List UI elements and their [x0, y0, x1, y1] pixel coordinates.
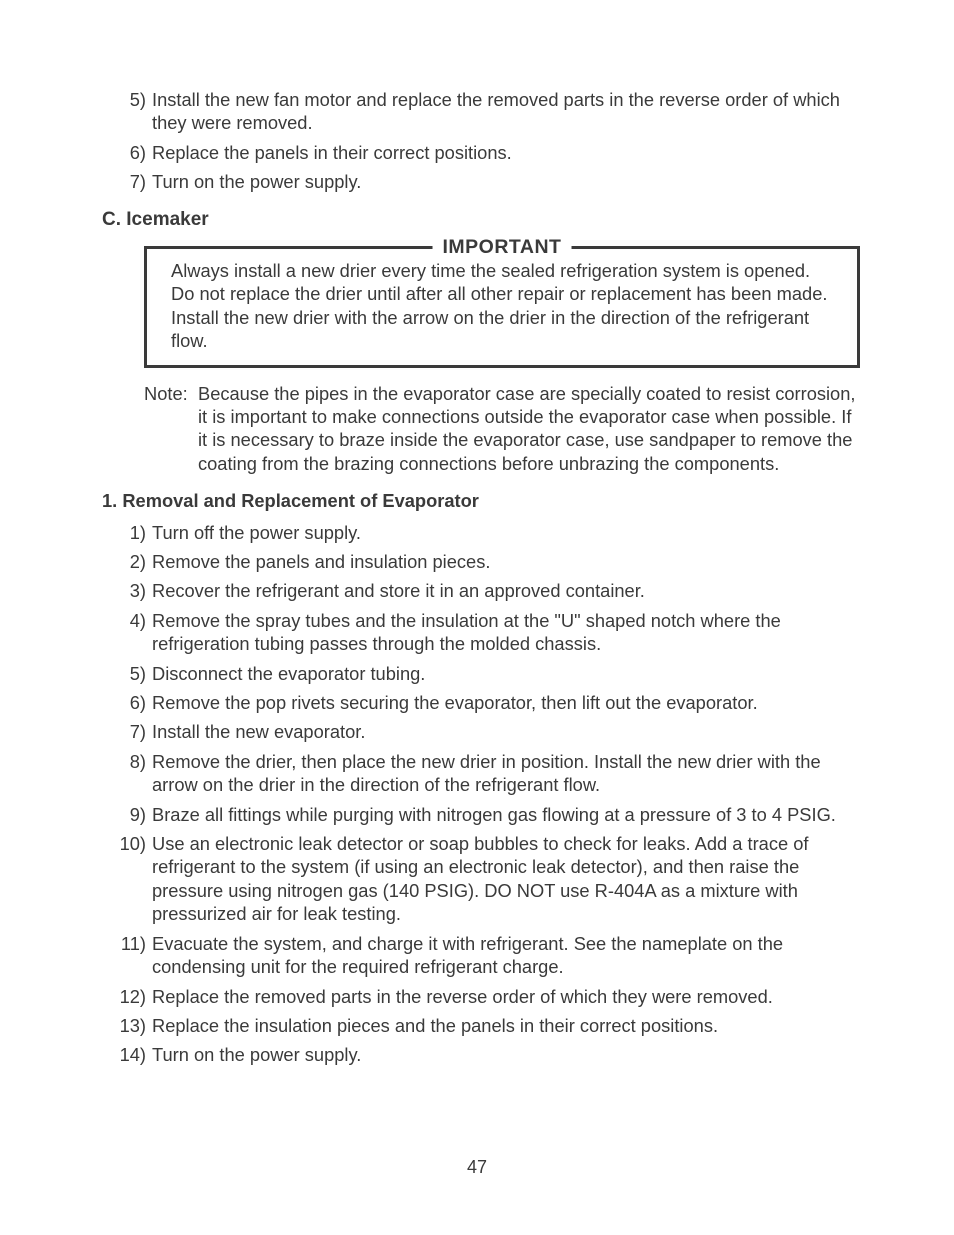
step-text: Recover the refrigerant and store it in … — [152, 579, 860, 602]
step-list: 1) Turn off the power supply. 2) Remove … — [102, 521, 860, 1067]
step-number: 7) — [102, 170, 152, 193]
step-text: Remove the drier, then place the new dri… — [152, 750, 860, 797]
note-block: Note: Because the pipes in the evaporato… — [144, 382, 860, 476]
step-text: Replace the removed parts in the reverse… — [152, 985, 860, 1008]
step-number: 11) — [102, 932, 152, 979]
step-text: Evacuate the system, and charge it with … — [152, 932, 860, 979]
step-number: 9) — [102, 803, 152, 826]
step-number: 6) — [102, 691, 152, 714]
step-number: 5) — [102, 88, 152, 135]
step-number: 3) — [102, 579, 152, 602]
step-text: Use an electronic leak detector or soap … — [152, 832, 860, 926]
list-item: 6) Remove the pop rivets securing the ev… — [102, 691, 860, 714]
step-number: 5) — [102, 662, 152, 685]
important-title: IMPORTANT — [433, 235, 572, 260]
list-item: 8) Remove the drier, then place the new … — [102, 750, 860, 797]
step-text: Remove the spray tubes and the insulatio… — [152, 609, 860, 656]
list-item: 11) Evacuate the system, and charge it w… — [102, 932, 860, 979]
step-number: 8) — [102, 750, 152, 797]
page-number: 47 — [0, 1156, 954, 1179]
note-label: Note: — [144, 382, 198, 476]
note-body: Because the pipes in the evaporator case… — [198, 382, 860, 476]
list-item: 14) Turn on the power supply. — [102, 1043, 860, 1066]
step-text: Remove the pop rivets securing the evapo… — [152, 691, 860, 714]
step-number: 12) — [102, 985, 152, 1008]
list-item: 9) Braze all fittings while purging with… — [102, 803, 860, 826]
step-text: Install the new fan motor and replace th… — [152, 88, 860, 135]
list-item: 2) Remove the panels and insulation piec… — [102, 550, 860, 573]
list-item: 1) Turn off the power supply. — [102, 521, 860, 544]
list-item: 3) Recover the refrigerant and store it … — [102, 579, 860, 602]
sub-heading: 1. Removal and Replacement of Evaporator — [102, 489, 860, 512]
important-callout: IMPORTANT Always install a new drier eve… — [144, 246, 860, 368]
list-item: 13) Replace the insulation pieces and th… — [102, 1014, 860, 1037]
section-heading: C. Icemaker — [102, 208, 860, 232]
step-number: 2) — [102, 550, 152, 573]
step-number: 6) — [102, 141, 152, 164]
step-text: Install the new evaporator. — [152, 720, 860, 743]
step-text: Replace the insulation pieces and the pa… — [152, 1014, 860, 1037]
list-item: 12) Replace the removed parts in the rev… — [102, 985, 860, 1008]
step-text: Remove the panels and insulation pieces. — [152, 550, 860, 573]
list-item: 4) Remove the spray tubes and the insula… — [102, 609, 860, 656]
important-body: Always install a new drier every time th… — [171, 259, 833, 353]
list-item: 5) Disconnect the evaporator tubing. — [102, 662, 860, 685]
list-item: 7) Turn on the power supply. — [102, 170, 860, 193]
step-text: Replace the panels in their correct posi… — [152, 141, 860, 164]
list-item: 6) Replace the panels in their correct p… — [102, 141, 860, 164]
step-text: Turn on the power supply. — [152, 1043, 860, 1066]
step-text: Turn on the power supply. — [152, 170, 860, 193]
step-number: 14) — [102, 1043, 152, 1066]
list-item: 10) Use an electronic leak detector or s… — [102, 832, 860, 926]
step-number: 10) — [102, 832, 152, 926]
step-text: Braze all fittings while purging with ni… — [152, 803, 860, 826]
step-text: Disconnect the evaporator tubing. — [152, 662, 860, 685]
step-number: 4) — [102, 609, 152, 656]
top-step-list: 5) Install the new fan motor and replace… — [102, 88, 860, 194]
list-item: 7) Install the new evaporator. — [102, 720, 860, 743]
step-text: Turn off the power supply. — [152, 521, 860, 544]
step-number: 1) — [102, 521, 152, 544]
list-item: 5) Install the new fan motor and replace… — [102, 88, 860, 135]
step-number: 13) — [102, 1014, 152, 1037]
page: 5) Install the new fan motor and replace… — [0, 0, 954, 1235]
step-number: 7) — [102, 720, 152, 743]
